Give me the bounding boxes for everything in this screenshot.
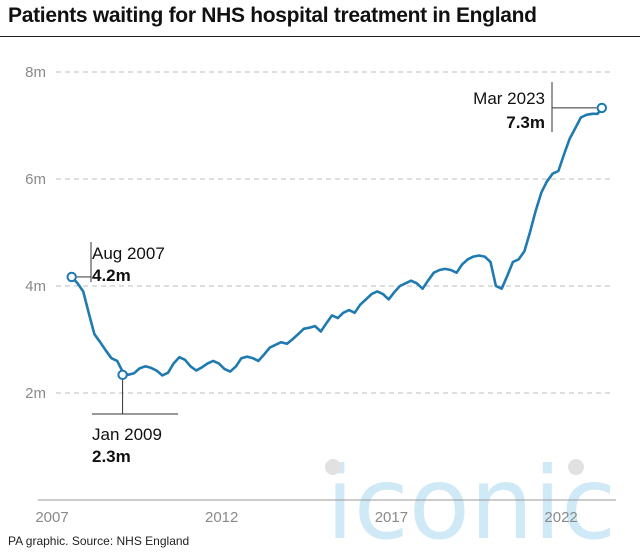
y-tick-label: 2m — [25, 385, 46, 402]
source-note: PA graphic. Source: NHS England — [8, 534, 190, 548]
y-tick-label: 4m — [25, 278, 46, 295]
y-tick-label: 8m — [25, 64, 46, 81]
chart-title: Patients waiting for NHS hospital treatm… — [8, 4, 537, 27]
data-point-marker — [117, 369, 128, 381]
annotations: Aug 2007 4.2m Jan 2009 2.3m Mar 2023 7.3m — [66, 82, 608, 466]
annotation-date: Aug 2007 — [92, 244, 165, 263]
series-layer — [70, 106, 604, 377]
annotation-date: Mar 2023 — [473, 89, 545, 108]
axes: 2m 4m 6m 8m 2007 2012 2017 2022 — [25, 64, 616, 526]
y-tick-label: 6m — [25, 171, 46, 188]
watermark-dot — [325, 459, 341, 475]
series-line — [70, 106, 604, 377]
annotation-value: 4.2m — [92, 266, 131, 285]
annotation-value: 7.3m — [506, 113, 545, 132]
watermark-dot — [568, 459, 584, 475]
x-tick-label: 2022 — [544, 509, 577, 526]
annotation-date: Jan 2009 — [92, 425, 162, 444]
data-point-marker — [66, 271, 77, 283]
annotation-value: 2.3m — [92, 447, 131, 466]
x-tick-label: 2012 — [205, 509, 238, 526]
x-tick-label: 2017 — [375, 509, 408, 526]
title-divider — [0, 36, 640, 37]
x-tick-label: 2007 — [35, 509, 68, 526]
data-point-marker — [596, 102, 608, 114]
gridlines — [56, 71, 612, 394]
